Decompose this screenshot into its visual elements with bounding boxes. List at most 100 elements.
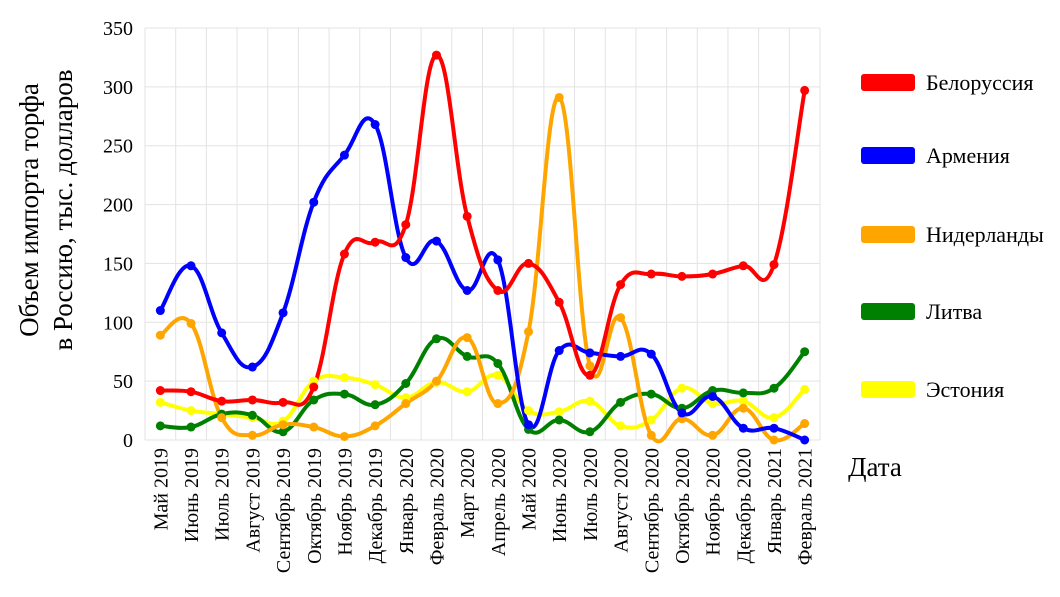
data-point xyxy=(155,330,165,340)
data-point xyxy=(554,415,564,425)
data-point xyxy=(524,327,534,337)
data-point xyxy=(278,397,288,407)
data-point xyxy=(585,370,595,380)
data-point xyxy=(370,120,380,130)
x-tick-label: Ноябрь 2019 xyxy=(334,448,356,556)
data-point xyxy=(217,413,227,423)
data-point xyxy=(462,351,472,361)
data-point xyxy=(800,419,810,429)
data-point xyxy=(493,358,503,368)
y-tick-label: 50 xyxy=(113,371,133,393)
y-tick-labels: 0 50 100 150 200 250 300 350 xyxy=(103,18,133,452)
x-axis-title: Дата xyxy=(848,452,902,482)
x-tick-label: Октябрь 2020 xyxy=(672,448,694,564)
series-points xyxy=(155,50,810,445)
x-tick-label: Сентябрь 2020 xyxy=(641,448,663,573)
data-point xyxy=(585,427,595,437)
y-tick-label: 200 xyxy=(103,195,133,217)
data-point xyxy=(738,423,748,433)
data-point xyxy=(155,386,165,396)
x-tick-label: Декабрь 2020 xyxy=(733,448,755,563)
legend-label: Белоруссия xyxy=(926,70,1034,95)
data-point xyxy=(769,423,779,433)
data-point xyxy=(431,50,441,60)
legend-swatch xyxy=(861,381,915,398)
data-point xyxy=(401,399,411,409)
data-point xyxy=(738,396,748,406)
x-tick-label: Июль 2019 xyxy=(212,448,234,541)
data-point xyxy=(431,376,441,386)
data-point xyxy=(186,318,196,328)
data-point xyxy=(800,435,810,445)
data-point xyxy=(616,280,626,290)
series-line xyxy=(160,335,807,435)
x-tick-label: Август 2019 xyxy=(242,448,264,553)
data-point xyxy=(309,382,319,392)
grid xyxy=(144,27,821,441)
data-point xyxy=(616,313,626,323)
data-point xyxy=(646,389,656,399)
data-point xyxy=(462,211,472,221)
data-point xyxy=(554,346,564,356)
x-tick-label: Сентябрь 2019 xyxy=(273,448,295,573)
legend-label: Армения xyxy=(926,143,1010,168)
data-point xyxy=(247,395,257,405)
data-point xyxy=(677,383,687,393)
data-point xyxy=(186,422,196,432)
data-point xyxy=(738,403,748,413)
data-point xyxy=(217,328,227,338)
data-point xyxy=(247,410,257,420)
data-point xyxy=(677,408,687,418)
data-point xyxy=(339,249,349,259)
data-point xyxy=(155,306,165,316)
x-tick-label: Июнь 2020 xyxy=(549,448,571,542)
data-point xyxy=(155,397,165,407)
data-point xyxy=(616,397,626,407)
data-point xyxy=(493,255,503,265)
data-point xyxy=(186,406,196,416)
data-point xyxy=(278,427,288,437)
data-point xyxy=(278,420,288,430)
data-point xyxy=(155,421,165,431)
data-point xyxy=(431,236,441,246)
data-point xyxy=(800,384,810,394)
data-point xyxy=(186,387,196,397)
data-point xyxy=(493,399,503,409)
data-point xyxy=(616,421,626,431)
data-point xyxy=(462,333,472,343)
data-point xyxy=(646,430,656,440)
x-tick-label: Июнь 2019 xyxy=(181,448,203,542)
data-point xyxy=(309,197,319,207)
data-point xyxy=(493,286,503,296)
y-tick-label: 250 xyxy=(103,136,133,158)
x-tick-label: Март 2020 xyxy=(457,448,479,538)
data-point xyxy=(585,361,595,371)
data-point xyxy=(401,378,411,388)
y-tick-label: 100 xyxy=(103,312,133,334)
legend-swatch xyxy=(861,147,915,164)
data-point xyxy=(462,387,472,397)
legend-label: Эстония xyxy=(926,377,1004,402)
y-tick-label: 150 xyxy=(103,253,133,275)
data-point xyxy=(646,349,656,359)
data-point xyxy=(247,430,257,440)
data-point xyxy=(462,286,472,296)
data-point xyxy=(309,422,319,432)
y-tick-label: 300 xyxy=(103,77,133,99)
y-axis-title: Объем импорта торфа в Россию, тыс. долла… xyxy=(14,69,78,350)
data-point xyxy=(370,421,380,431)
data-point xyxy=(708,399,718,409)
data-point xyxy=(370,400,380,410)
x-tick-label: Август 2020 xyxy=(611,448,633,553)
data-point xyxy=(769,435,779,445)
data-point xyxy=(339,373,349,383)
x-tick-label: Январь 2020 xyxy=(396,448,418,554)
data-point xyxy=(554,92,564,102)
data-point xyxy=(493,370,503,380)
data-point xyxy=(585,348,595,358)
x-tick-label: Июль 2020 xyxy=(580,448,602,541)
legend-swatch xyxy=(861,303,915,320)
data-point xyxy=(616,351,626,361)
data-point xyxy=(401,220,411,230)
